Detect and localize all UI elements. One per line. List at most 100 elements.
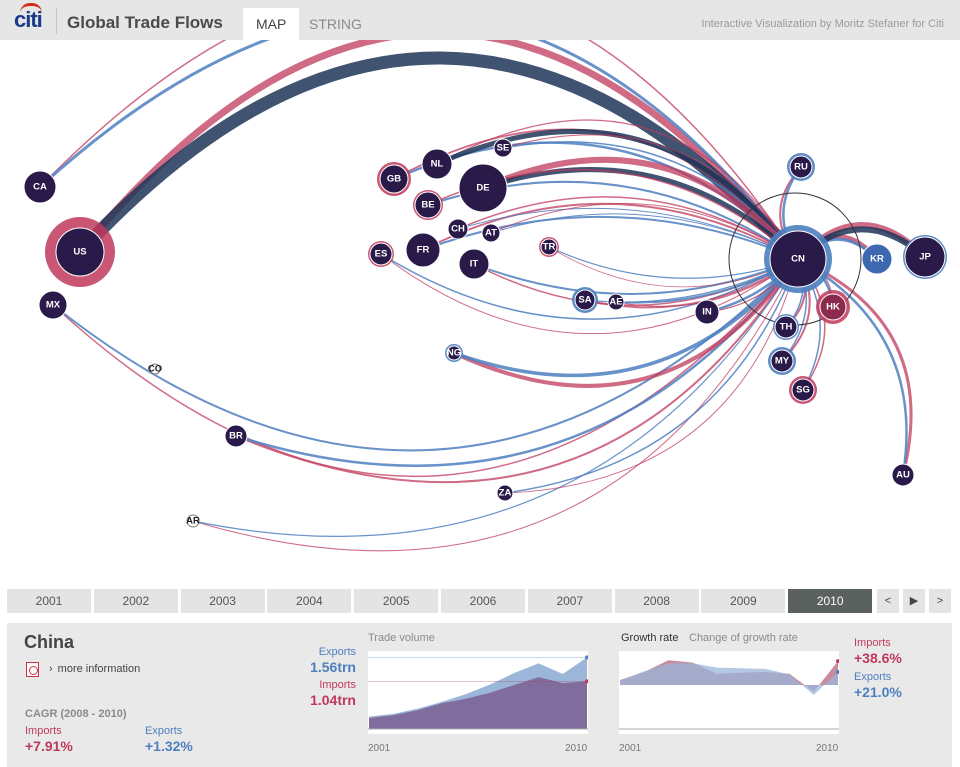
more-information-link[interactable]: › more information: [49, 663, 140, 675]
country-node-be[interactable]: BE: [413, 190, 443, 220]
country-node-ch[interactable]: CH: [447, 218, 469, 240]
tv-imports-label: Imports: [319, 679, 356, 691]
node-dot: [769, 230, 827, 288]
year-2010[interactable]: 2010: [788, 589, 873, 613]
country-node-ca[interactable]: CA: [23, 170, 57, 204]
export-arc-ng[interactable]: [453, 257, 800, 378]
country-node-br[interactable]: BR: [224, 424, 248, 448]
year-2004[interactable]: 2004: [267, 589, 352, 613]
tab-growth-rate[interactable]: Growth rate: [621, 632, 679, 644]
export-arc-fr[interactable]: [422, 215, 799, 260]
year-2007[interactable]: 2007: [527, 589, 612, 613]
export-arc-us[interactable]: [75, 51, 803, 264]
pdf-icon[interactable]: [26, 662, 39, 677]
tab-map[interactable]: MAP: [243, 8, 300, 40]
year-2005[interactable]: 2005: [354, 589, 439, 613]
import-arc-ca[interactable]: [39, 40, 799, 260]
node-dot: [789, 155, 813, 179]
export-arc-au[interactable]: [797, 257, 908, 476]
import-arc-de[interactable]: [481, 156, 801, 261]
import-arc-mx[interactable]: [52, 258, 799, 478]
export-arc-at[interactable]: [490, 213, 799, 260]
year-prev-button[interactable]: <: [877, 589, 899, 613]
country-node-ru[interactable]: RU: [787, 153, 815, 181]
node-dot: [447, 218, 469, 240]
country-node-nl[interactable]: NL: [421, 148, 453, 180]
node-dot: [38, 290, 68, 320]
year-2006[interactable]: 2006: [441, 589, 525, 613]
node-dot: [224, 424, 248, 448]
country-node-fr[interactable]: FR: [405, 232, 441, 268]
country-detail-panel: China › more information CAGR (2008 - 201…: [7, 623, 952, 767]
country-node-se[interactable]: SE: [493, 138, 513, 158]
cagr-imports-value: +7.91%: [25, 738, 73, 754]
import-arc-tr[interactable]: [548, 246, 799, 288]
country-node-us[interactable]: US: [45, 217, 115, 287]
country-node-gb[interactable]: GB: [377, 162, 411, 196]
country-node-it[interactable]: IT: [458, 248, 490, 280]
country-node-mx[interactable]: MX: [38, 290, 68, 320]
node-dot: [891, 463, 915, 487]
export-arc-it[interactable]: [473, 258, 799, 295]
country-node-tr[interactable]: TR: [539, 237, 559, 257]
tv-axis-start: 2001: [368, 743, 391, 754]
import-arc-br[interactable]: [235, 258, 799, 483]
export-arc-ca[interactable]: [38, 40, 800, 260]
node-dot: [446, 345, 462, 361]
play-button[interactable]: ▶: [903, 589, 925, 613]
tab-string[interactable]: STRING: [309, 16, 362, 32]
tab-change-of-growth-rate[interactable]: Change of growth rate: [689, 632, 798, 644]
import-arc-se[interactable]: [502, 134, 799, 260]
node-dot: [186, 514, 200, 528]
import-arc-es[interactable]: [380, 253, 799, 335]
node-dot: [694, 299, 720, 325]
import-arc-au[interactable]: [797, 257, 913, 476]
node-dot: [379, 164, 409, 194]
node-dot: [770, 349, 794, 373]
growth-rate-chart[interactable]: [619, 651, 839, 734]
country-node-sa[interactable]: SA: [572, 287, 598, 313]
citi-logo[interactable]: citi: [14, 3, 43, 33]
year-2001[interactable]: 2001: [7, 589, 91, 613]
year-2008[interactable]: 2008: [614, 589, 699, 613]
country-node-jp[interactable]: JP: [903, 235, 947, 279]
year-next-button[interactable]: >: [929, 589, 951, 613]
export-arc-za[interactable]: [504, 258, 799, 494]
country-node-ng[interactable]: NG: [445, 344, 463, 362]
country-node-de[interactable]: DE: [458, 163, 508, 213]
trade-volume-imports-area: [369, 677, 587, 729]
gr-exports-value: +21.0%: [854, 684, 902, 700]
import-arc-us[interactable]: [77, 40, 801, 262]
year-2009[interactable]: 2009: [701, 589, 786, 613]
country-node-ae[interactable]: AE: [607, 293, 625, 311]
year-2003[interactable]: 2003: [180, 589, 265, 613]
import-arc-nl[interactable]: [436, 119, 799, 260]
import-arc-ng[interactable]: [453, 257, 800, 388]
import-arc-at[interactable]: [490, 203, 799, 260]
country-node-au[interactable]: AU: [891, 463, 915, 487]
export-arc-br[interactable]: [235, 258, 799, 467]
country-node-es[interactable]: ES: [368, 241, 394, 267]
year-2002[interactable]: 2002: [93, 589, 178, 613]
export-arc-mx[interactable]: [52, 258, 799, 452]
country-node-sg[interactable]: SG: [789, 376, 817, 404]
country-node-at[interactable]: AT: [481, 223, 501, 243]
country-node-hk[interactable]: HK: [816, 290, 850, 324]
node-dot: [861, 243, 893, 275]
country-node-za[interactable]: ZA: [496, 484, 514, 502]
export-arc-ar[interactable]: [192, 258, 799, 537]
trade-volume-chart[interactable]: [368, 651, 588, 734]
country-node-kr[interactable]: KR: [861, 243, 893, 275]
country-node-in[interactable]: IN: [694, 299, 720, 325]
country-node-cn[interactable]: CN: [764, 225, 832, 293]
country-node-my[interactable]: MY: [768, 347, 796, 375]
country-node-th[interactable]: TH: [773, 314, 799, 340]
import-arc-ar[interactable]: [192, 258, 799, 552]
node-dot: [607, 293, 625, 311]
export-arc-de[interactable]: [482, 167, 800, 261]
country-node-ar[interactable]: AR: [186, 514, 200, 528]
import-arc-za[interactable]: [504, 258, 799, 494]
export-arc-es[interactable]: [380, 253, 799, 320]
growth-imports-endpoint: [836, 659, 839, 664]
